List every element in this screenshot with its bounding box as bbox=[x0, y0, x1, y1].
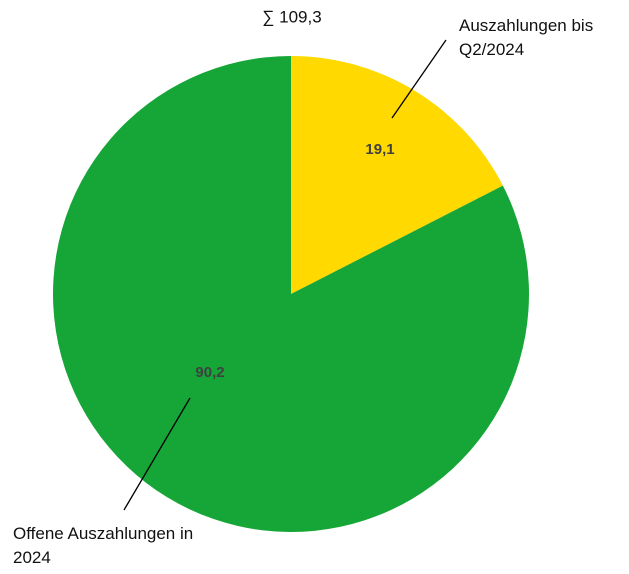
category-label: Offene Auszahlungen in 2024 bbox=[13, 524, 194, 567]
data-label: 19,1 bbox=[365, 141, 394, 158]
category-label: Auszahlungen bis Q2/2024 bbox=[459, 16, 594, 59]
leader-line bbox=[391, 39, 447, 119]
slices bbox=[53, 56, 530, 532]
data-label: 90,2 bbox=[195, 364, 224, 381]
pie-slice bbox=[53, 56, 530, 532]
leader-line bbox=[123, 397, 191, 511]
pie-slice bbox=[291, 56, 503, 294]
total-annotation: ∑ 109,3 bbox=[262, 7, 321, 26]
